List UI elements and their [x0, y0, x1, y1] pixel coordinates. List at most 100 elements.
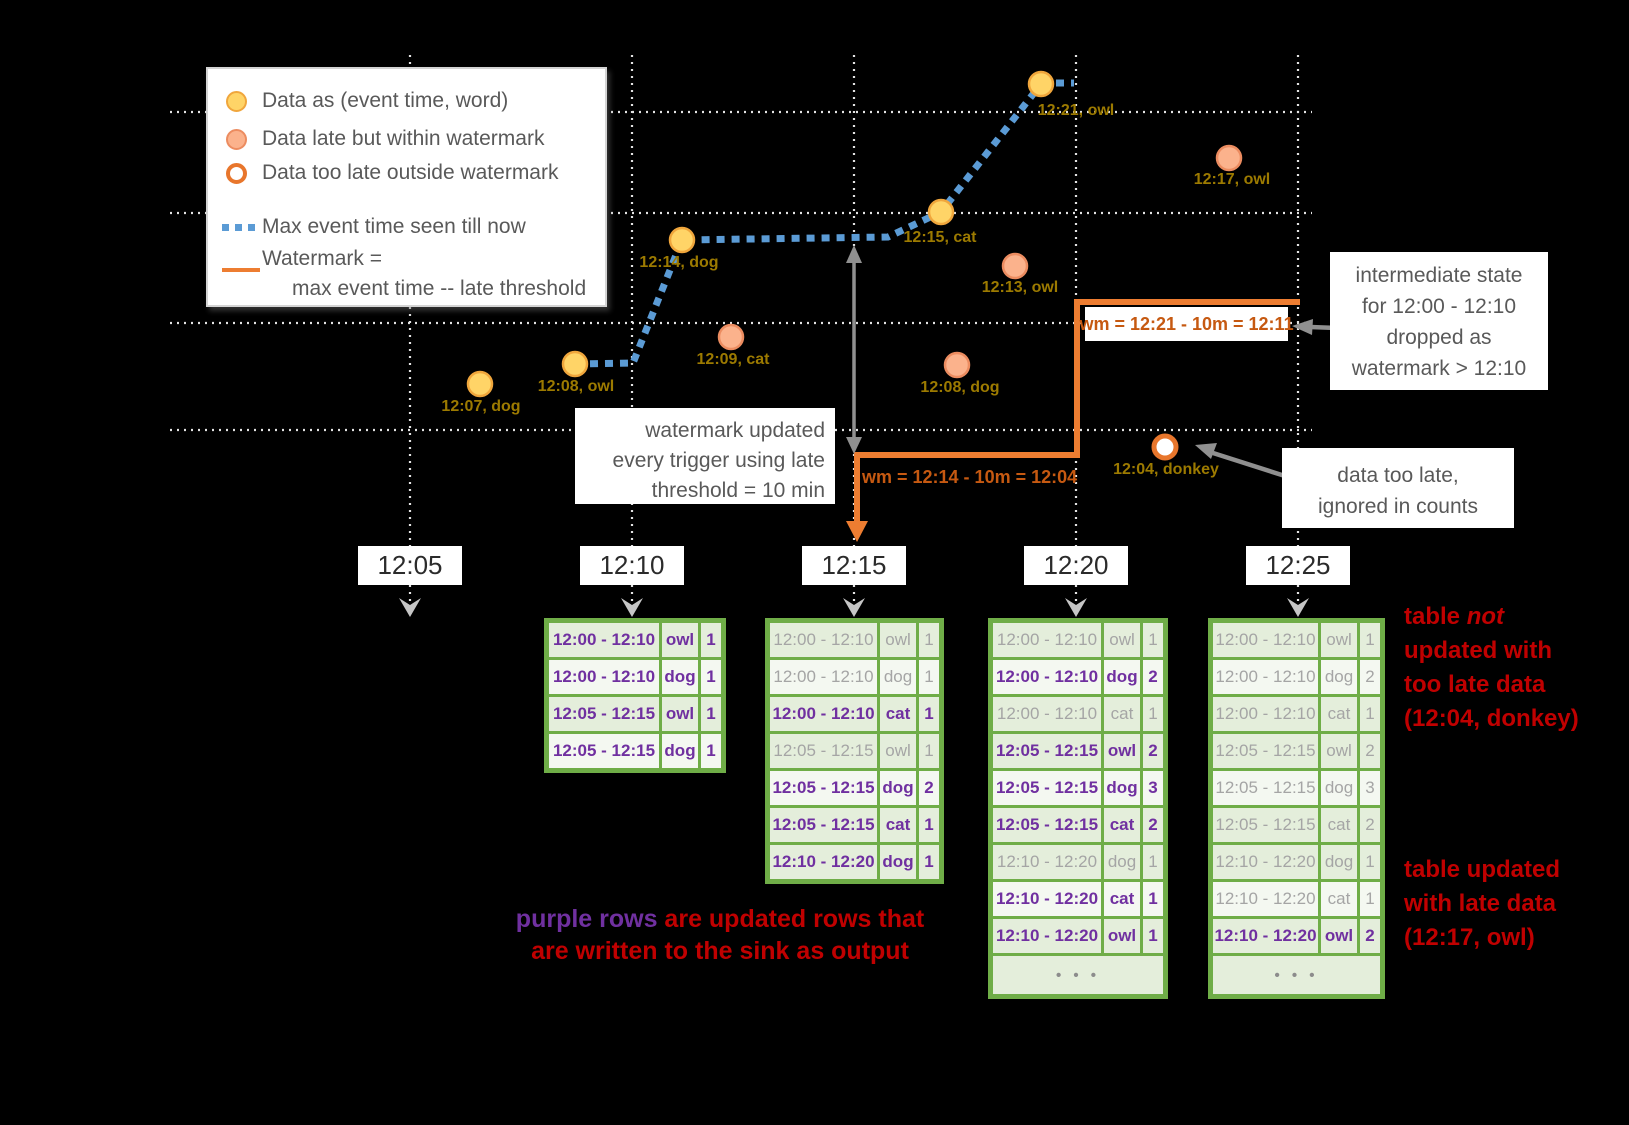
- legend-label: max event time -- late threshold: [292, 277, 587, 300]
- legend-label: Max event time seen till now: [262, 215, 526, 238]
- table-not-updated-note: table not updated with too late data (12…: [1404, 600, 1579, 736]
- legend-label: Data too late outside watermark: [262, 161, 559, 184]
- table-row: 12:00 - 12:10 owl 1: [1213, 623, 1380, 657]
- table-more-rows: • • •: [993, 956, 1163, 994]
- table-row: 12:05 - 12:15 owl 1: [549, 697, 721, 731]
- table-row: 12:00 - 12:10 cat 1: [1213, 697, 1380, 731]
- count-cell: 1: [1143, 623, 1163, 657]
- point-1213-owl: [1001, 252, 1029, 280]
- window-cell: 12:00 - 12:10: [1213, 623, 1318, 657]
- trigger-time-label: 12:15: [802, 546, 906, 585]
- table-row: 12:00 - 12:10 dog 1: [549, 660, 721, 694]
- note-line: purple rows are updated rows that: [515, 905, 925, 933]
- word-cell: owl: [662, 697, 698, 731]
- word-cell: dog: [880, 660, 916, 694]
- window-cell: 12:05 - 12:15: [770, 771, 877, 805]
- note-line: (12:17, owl): [1404, 924, 1535, 951]
- word-cell: cat: [1321, 882, 1357, 916]
- count-cell: 1: [701, 660, 721, 694]
- window-cell: 12:05 - 12:15: [993, 771, 1101, 805]
- count-cell: 1: [1360, 697, 1380, 731]
- point-1214-dog: [668, 226, 696, 254]
- point-label: 12:08, owl: [537, 378, 615, 395]
- note-line: data too late,: [1337, 464, 1459, 487]
- too-late-arrow-icon: [1195, 443, 1286, 479]
- window-cell: 12:05 - 12:15: [993, 808, 1101, 842]
- point-1204-donkey: [1151, 433, 1179, 461]
- table-row: 12:00 - 12:10 owl 1: [549, 623, 721, 657]
- point-1209-cat: [717, 323, 745, 351]
- table-row: 12:00 - 12:10 dog 2: [993, 660, 1163, 694]
- point-label: 12:08, dog: [920, 379, 1000, 396]
- count-cell: 1: [919, 808, 939, 842]
- word-cell: cat: [1321, 808, 1357, 842]
- point-1215-cat: [927, 198, 955, 226]
- max-event-time-line-icon: [222, 223, 260, 231]
- window-cell: 12:00 - 12:10: [993, 697, 1101, 731]
- word-cell: owl: [880, 623, 916, 657]
- window-cell: 12:10 - 12:20: [1213, 845, 1318, 879]
- word-cell: dog: [662, 734, 698, 768]
- result-table-1215: 12:00 - 12:10 owl 1 12:00 - 12:10 dog 1 …: [765, 618, 944, 884]
- point-label: 12:04, donkey: [1113, 461, 1219, 478]
- window-cell: 12:05 - 12:15: [1213, 808, 1318, 842]
- word-cell: dog: [662, 660, 698, 694]
- window-cell: 12:10 - 12:20: [1213, 882, 1318, 916]
- count-cell: 1: [919, 623, 939, 657]
- watermark-equation-1220: wm = 12:21 - 10m = 12:11: [1079, 313, 1294, 334]
- point-label: 12:21, owl: [1037, 102, 1115, 119]
- word-cell: dog: [1104, 771, 1140, 805]
- table-row: 12:00 - 12:10 owl 1: [993, 623, 1163, 657]
- count-cell: 3: [1360, 771, 1380, 805]
- window-cell: 12:05 - 12:15: [770, 734, 877, 768]
- legend-label: Data as (event time, word): [262, 89, 509, 112]
- word-cell: cat: [1104, 697, 1140, 731]
- note-line: with late data: [1404, 890, 1557, 917]
- watermark-line-icon: [222, 268, 260, 272]
- table-row: 12:10 - 12:20 cat 1: [1213, 882, 1380, 916]
- window-cell: 12:10 - 12:20: [770, 845, 877, 879]
- word-cell: cat: [1321, 697, 1357, 731]
- count-cell: 1: [1360, 845, 1380, 879]
- legend-label: Data late but within watermark: [262, 127, 545, 150]
- trigger-time-label: 12:10: [580, 546, 684, 585]
- count-cell: 1: [1360, 882, 1380, 916]
- word-cell: dog: [1104, 845, 1140, 879]
- on-time-point-icon: [226, 90, 247, 112]
- watermark-arrowhead-icon: [846, 521, 868, 542]
- count-cell: 2: [1360, 808, 1380, 842]
- window-cell: 12:05 - 12:15: [1213, 771, 1318, 805]
- table-row: 12:05 - 12:15 dog 1: [549, 734, 721, 768]
- late-point-icon: [226, 128, 247, 150]
- late-threshold-double-arrow-icon: [846, 245, 862, 454]
- purple-rows-note: purple rows are updated rows that are wr…: [430, 903, 1010, 967]
- word-cell: cat: [880, 697, 916, 731]
- window-cell: 12:05 - 12:15: [770, 808, 877, 842]
- note-line: watermark updated: [645, 419, 825, 442]
- word-cell: dog: [880, 845, 916, 879]
- note-line: updated with: [1404, 637, 1552, 664]
- watermark-equation-1215: wm = 12:14 - 10m = 12:04: [862, 467, 1078, 487]
- note-line: every trigger using late: [612, 449, 825, 472]
- count-cell: 1: [919, 734, 939, 768]
- window-cell: 12:00 - 12:10: [770, 697, 877, 731]
- word-cell: dog: [880, 771, 916, 805]
- table-row: 12:05 - 12:15 dog 3: [1213, 771, 1380, 805]
- count-cell: 1: [919, 845, 939, 879]
- word-cell: owl: [1104, 919, 1140, 953]
- window-cell: 12:00 - 12:10: [549, 660, 659, 694]
- table-row: 12:10 - 12:20 owl 2: [1213, 919, 1380, 953]
- note-line: table updated: [1404, 856, 1561, 883]
- count-cell: 1: [919, 697, 939, 731]
- watermark-step-line: [846, 299, 1300, 542]
- table-row: 12:10 - 12:20 cat 1: [993, 882, 1163, 916]
- watermark-equation-1220-box: wm = 12:21 - 10m = 12:11: [1079, 307, 1294, 341]
- table-row: 12:05 - 12:15 cat 2: [1213, 808, 1380, 842]
- window-cell: 12:00 - 12:10: [1213, 660, 1318, 694]
- watermark-updated-note: watermark updated every trigger using la…: [575, 408, 835, 504]
- too-late-point-icon: [226, 162, 247, 184]
- word-cell: cat: [1104, 808, 1140, 842]
- count-cell: 1: [1143, 697, 1163, 731]
- table-row: 12:00 - 12:10 owl 1: [770, 623, 939, 657]
